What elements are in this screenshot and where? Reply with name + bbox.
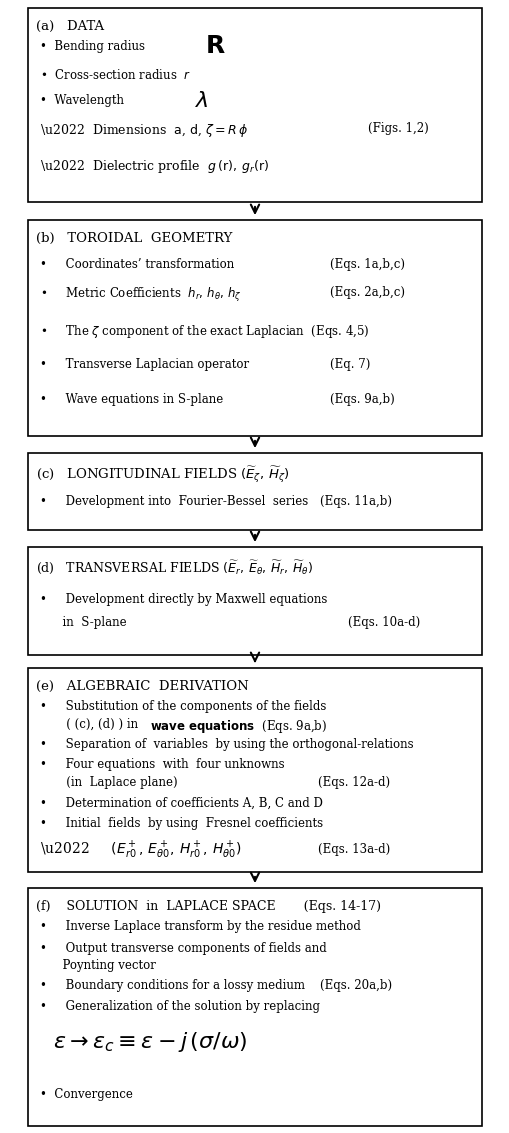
- Text: \u2022  Dielectric profile  $g\,(\mathrm{r}),\; g_r(\mathrm{r})$: \u2022 Dielectric profile $g\,(\mathrm{r…: [40, 157, 269, 174]
- Text: (Eqs. 20a,b): (Eqs. 20a,b): [319, 979, 391, 993]
- Bar: [28, 453, 481, 530]
- Bar: [28, 888, 481, 1126]
- Text: (e)   ALGEBRAIC  DERIVATION: (e) ALGEBRAIC DERIVATION: [36, 680, 248, 693]
- Text: •     Transverse Laplacian operator: • Transverse Laplacian operator: [40, 358, 248, 370]
- Text: •  Cross-section radius  $r$: • Cross-section radius $r$: [40, 68, 190, 82]
- Text: •     Output transverse components of fields and: • Output transverse components of fields…: [40, 942, 326, 955]
- Text: (Eqs. 1a,b,c): (Eqs. 1a,b,c): [329, 258, 404, 271]
- Text: •     Four equations  with  four unknowns: • Four equations with four unknowns: [40, 758, 284, 770]
- Text: (Eqs. 2a,b,c): (Eqs. 2a,b,c): [329, 286, 404, 299]
- Bar: [28, 8, 481, 202]
- Text: •     Substitution of the components of the fields: • Substitution of the components of the …: [40, 700, 326, 713]
- Text: •     Inverse Laplace transform by the residue method: • Inverse Laplace transform by the resid…: [40, 920, 360, 932]
- Bar: [28, 547, 481, 655]
- Text: •     Coordinates’ transformation: • Coordinates’ transformation: [40, 258, 234, 271]
- Text: ( (c), (d) ) in: ( (c), (d) ) in: [40, 718, 146, 731]
- Text: $\mathbf{wave\ equations}$  (Eqs. 9a,b): $\mathbf{wave\ equations}$ (Eqs. 9a,b): [150, 718, 326, 735]
- Text: $\mathbf{R}$: $\mathbf{R}$: [205, 35, 225, 58]
- Bar: [28, 220, 481, 436]
- Text: •     Boundary conditions for a lossy medium: • Boundary conditions for a lossy medium: [40, 979, 304, 993]
- Text: (c)   LONGITUDINAL FIELDS $(\widetilde{E}_\zeta ,\, \widetilde{H}_\zeta )$: (c) LONGITUDINAL FIELDS $(\widetilde{E}_…: [36, 465, 289, 485]
- Text: (in  Laplace plane): (in Laplace plane): [40, 776, 177, 789]
- Text: •  Wavelength: • Wavelength: [40, 94, 124, 107]
- Text: (Eqs. 10a-d): (Eqs. 10a-d): [347, 616, 419, 629]
- Text: •  Convergence: • Convergence: [40, 1088, 133, 1101]
- Text: •  Bending radius: • Bending radius: [40, 40, 145, 53]
- Text: (Eq. 7): (Eq. 7): [329, 358, 370, 370]
- Text: (Figs. 1,2): (Figs. 1,2): [367, 122, 428, 135]
- Text: •     Determination of coefficients A, B, C and D: • Determination of coefficients A, B, C …: [40, 796, 322, 810]
- Text: •     Initial  fields  by using  Fresnel coefficients: • Initial fields by using Fresnel coeffi…: [40, 817, 323, 830]
- Text: \u2022     $( E^+_{r0},\, E^+_{\theta 0},\, H^+_{r0},\, H^+_{\theta 0})$: \u2022 $( E^+_{r0},\, E^+_{\theta 0},\, …: [40, 840, 242, 861]
- Text: •     Wave equations in S-plane: • Wave equations in S-plane: [40, 393, 223, 406]
- Text: (b)   TOROIDAL  GEOMETRY: (b) TOROIDAL GEOMETRY: [36, 232, 232, 245]
- Text: \u2022  Dimensions  $\mathrm{a}$, $\mathrm{d}$, $\zeta = R\,\phi$: \u2022 Dimensions $\mathrm{a}$, $\mathrm…: [40, 122, 247, 139]
- Text: •     The $\zeta$ component of the exact Laplacian  (Eqs. 4,5): • The $\zeta$ component of the exact Lap…: [40, 323, 369, 340]
- Text: •     Generalization of the solution by replacing: • Generalization of the solution by repl…: [40, 1000, 319, 1013]
- Text: •     Metric Coefficients  $h_r ,\, h_\theta ,\, h_\zeta$: • Metric Coefficients $h_r ,\, h_\theta …: [40, 286, 241, 304]
- Text: (Eqs. 12a-d): (Eqs. 12a-d): [318, 776, 389, 789]
- Text: $\varepsilon \rightarrow \varepsilon_c \equiv \varepsilon - j\,(\sigma / \omega): $\varepsilon \rightarrow \varepsilon_c \…: [53, 1030, 247, 1054]
- Text: •     Development directly by Maxwell equations: • Development directly by Maxwell equati…: [40, 593, 327, 606]
- Text: (Eqs. 13a-d): (Eqs. 13a-d): [318, 843, 389, 857]
- Text: (a)   DATA: (a) DATA: [36, 20, 104, 33]
- Text: (f)    SOLUTION  in  LAPLACE SPACE       (Eqs. 14-17): (f) SOLUTION in LAPLACE SPACE (Eqs. 14-1…: [36, 900, 380, 913]
- Text: $\lambda$: $\lambda$: [194, 90, 208, 112]
- Text: •     Development into  Fourier-Bessel  series: • Development into Fourier-Bessel series: [40, 495, 307, 508]
- Text: •     Separation of  variables  by using the orthogonal-relations: • Separation of variables by using the o…: [40, 738, 413, 751]
- Text: Poynting vector: Poynting vector: [40, 959, 156, 972]
- Text: (Eqs. 11a,b): (Eqs. 11a,b): [319, 495, 391, 508]
- Text: (d)   TRANSVERSAL FIELDS $( \widetilde{E}_r ,\, \widetilde{E}_\theta ,\, \wideti: (d) TRANSVERSAL FIELDS $( \widetilde{E}_…: [36, 559, 313, 577]
- Text: in  S-plane: in S-plane: [40, 616, 126, 629]
- Text: (Eqs. 9a,b): (Eqs. 9a,b): [329, 393, 394, 406]
- Bar: [28, 668, 481, 872]
